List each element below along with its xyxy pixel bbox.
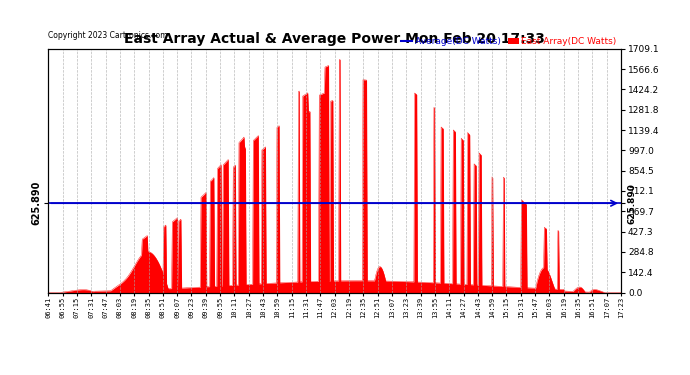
Legend: Average(DC Watts), East Array(DC Watts): Average(DC Watts), East Array(DC Watts) xyxy=(401,38,616,46)
Title: East Array Actual & Average Power Mon Feb 20 17:33: East Array Actual & Average Power Mon Fe… xyxy=(124,32,545,46)
Text: Copyright 2023 Cartronics.com: Copyright 2023 Cartronics.com xyxy=(48,31,168,40)
